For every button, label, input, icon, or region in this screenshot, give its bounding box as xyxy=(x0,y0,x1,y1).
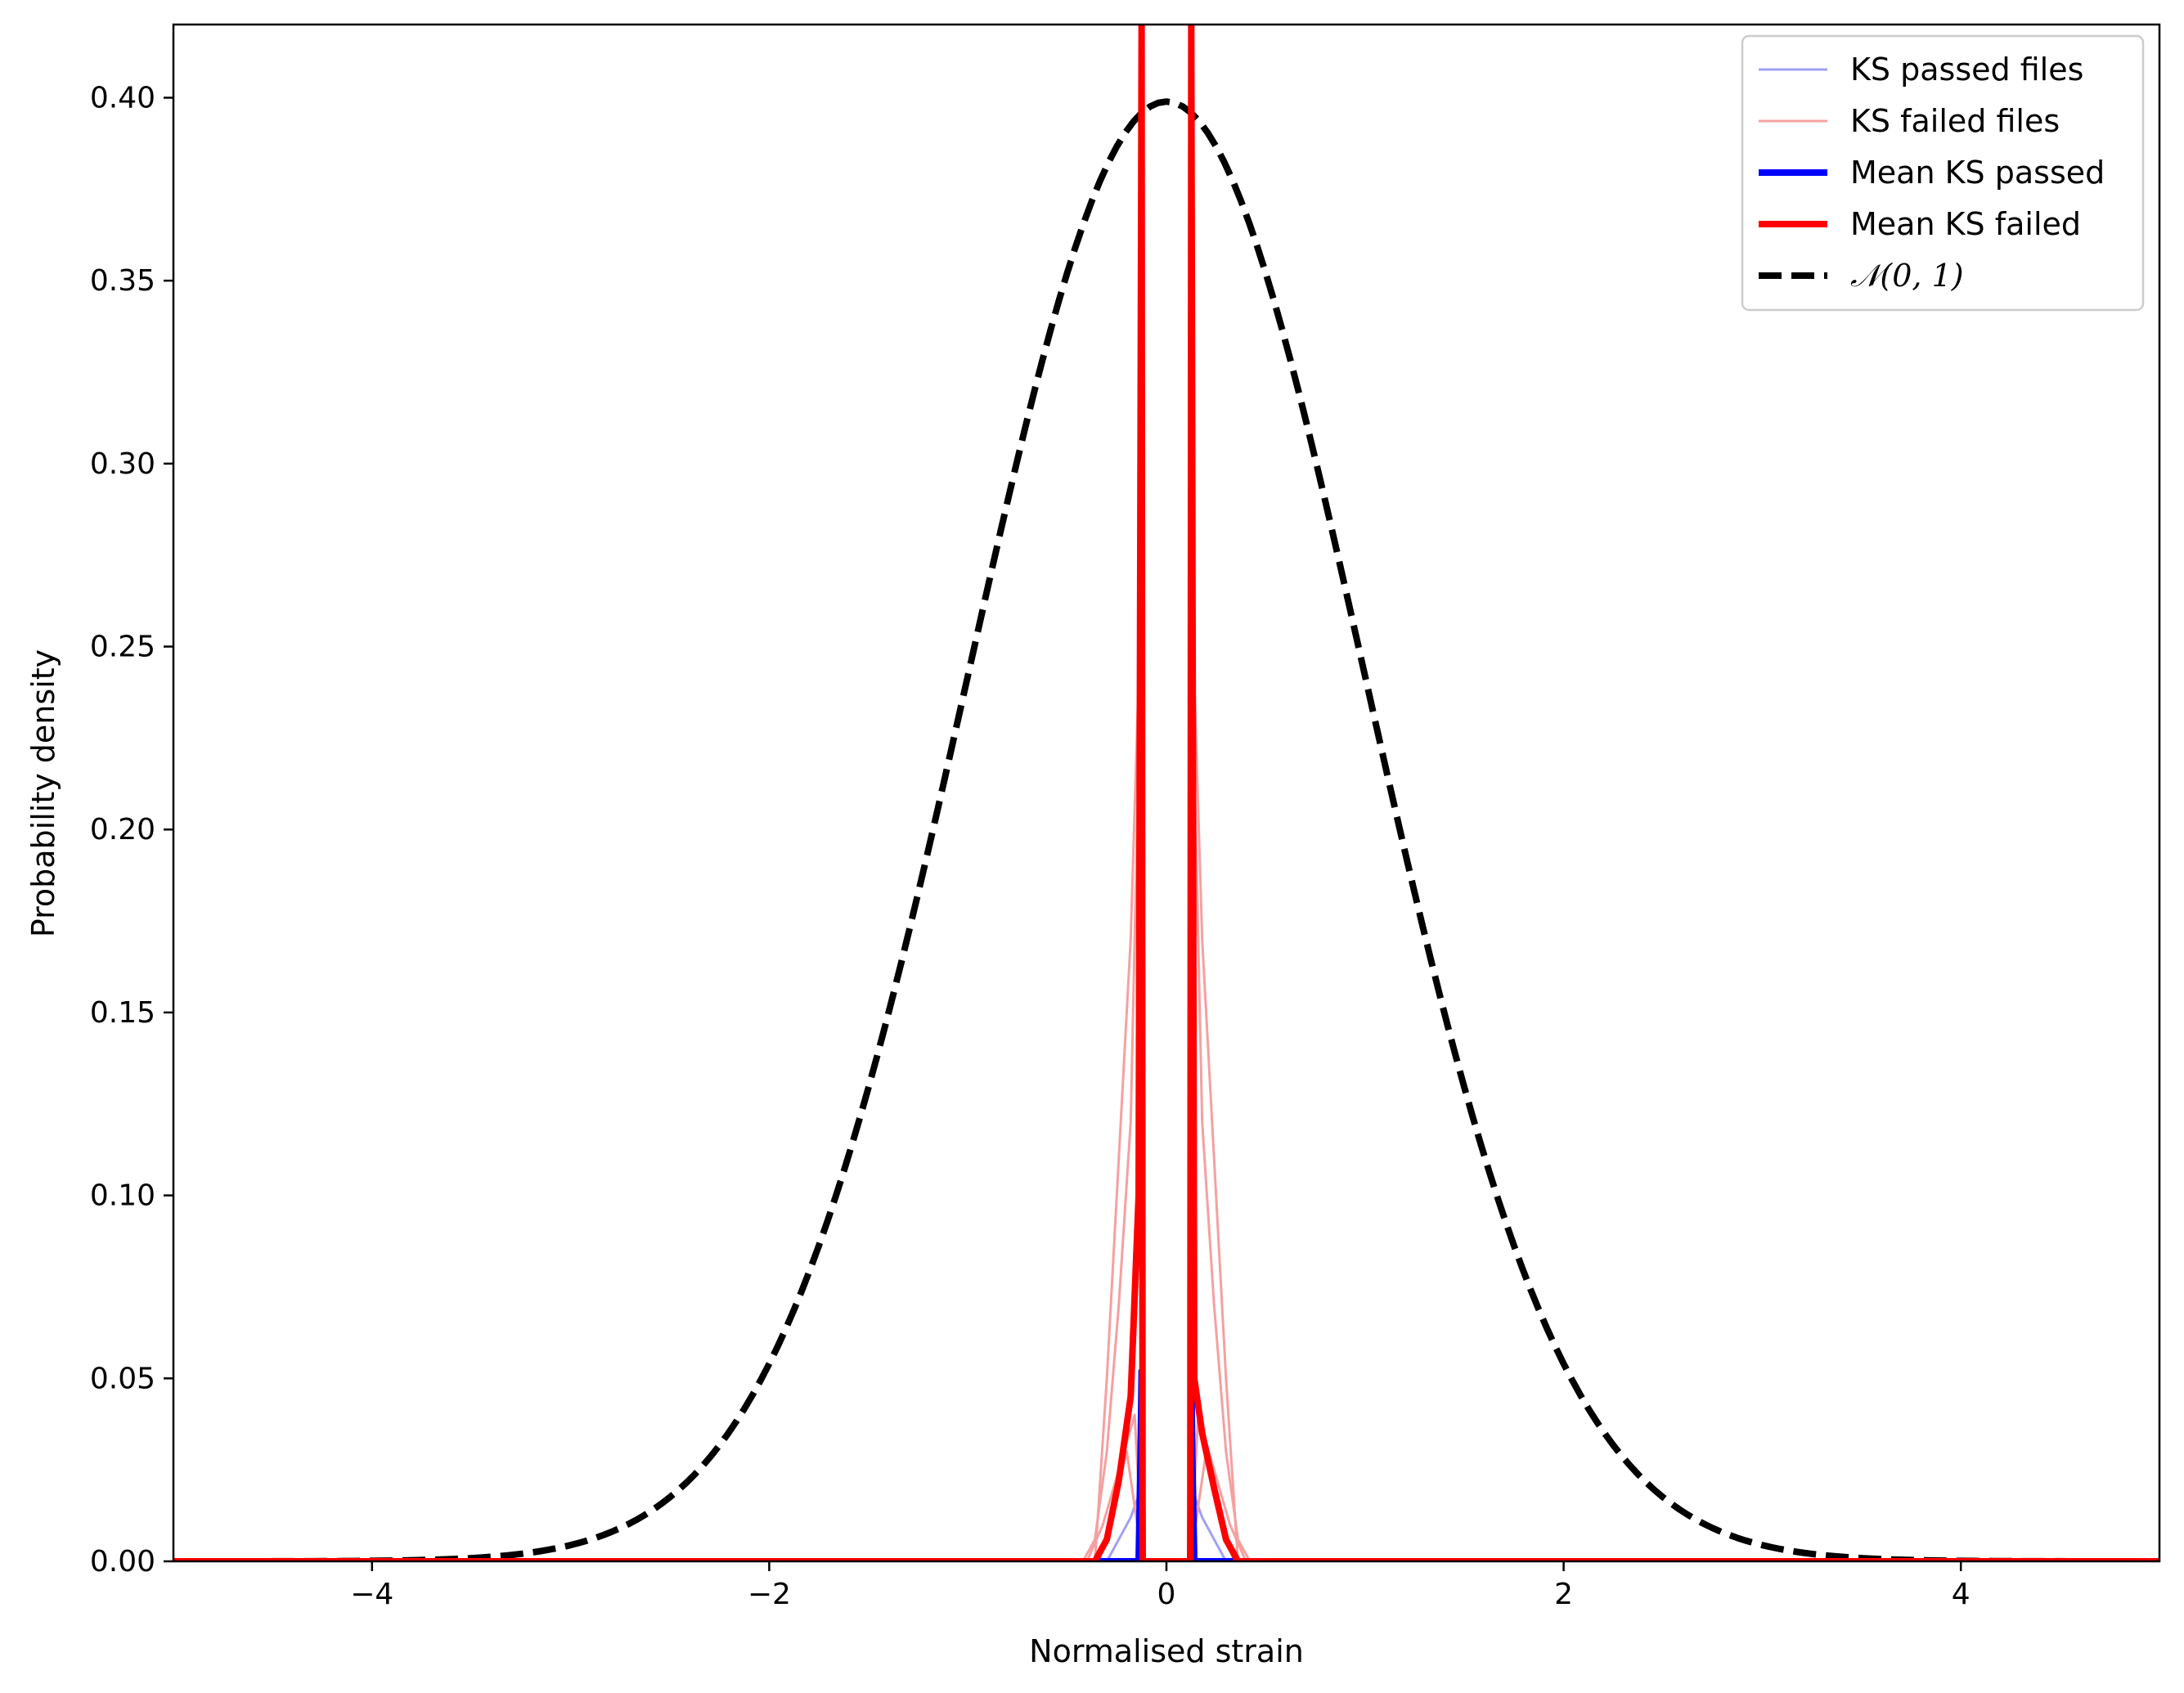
y-tick-label: 0.40 xyxy=(90,81,155,115)
y-tick-label: 0.10 xyxy=(90,1179,155,1213)
legend-frame xyxy=(1741,34,2145,312)
x-tick-label: −2 xyxy=(748,1578,791,1611)
x-tick-label: 2 xyxy=(1554,1578,1573,1611)
legend-label-mean-ks-failed: Mean KS failed xyxy=(1850,206,2081,242)
y-axis-label: Probability density xyxy=(25,649,61,937)
y-tick-label: 0.35 xyxy=(90,264,155,298)
y-axis-ticks: 0.00 0.05 0.10 0.15 0.20 0.25 0.30 0.35 0.40 xyxy=(90,81,173,1578)
y-tick-label: 0.25 xyxy=(90,631,155,664)
series-line-mean-ks-failed xyxy=(173,25,2159,1561)
series-line-ks-passed-file-1 xyxy=(173,1493,2159,1561)
y-tick-label: 0.15 xyxy=(90,996,155,1030)
x-tick-label: 0 xyxy=(1157,1578,1176,1611)
y-tick-label: 0.00 xyxy=(90,1545,155,1578)
x-tick-label: 4 xyxy=(1952,1578,1971,1611)
x-axis-label: Normalised strain xyxy=(1029,1633,1304,1669)
legend: KS passed files KS failed files Mean KS … xyxy=(1741,34,2145,312)
legend-label-mean-ks-passed: Mean KS passed xyxy=(1850,155,2105,191)
x-tick-label: −4 xyxy=(350,1578,393,1611)
series-line-ks-failed-file-1 xyxy=(173,25,2159,1561)
y-tick-label: 0.20 xyxy=(90,813,155,846)
series-line-ks-failed-file-2 xyxy=(173,645,2159,1561)
y-tick-label: 0.30 xyxy=(90,447,155,481)
legend-label-standard-normal: 𝒩(0, 1) xyxy=(1850,258,1964,294)
x-axis-ticks: −4 −2 0 2 4 xyxy=(350,1561,1971,1611)
legend-label-ks-failed-files: KS failed files xyxy=(1850,103,2060,139)
series-line-standard-normal xyxy=(173,98,2159,1561)
y-tick-label: 0.05 xyxy=(90,1362,155,1395)
legend-label-ks-passed-files: KS passed files xyxy=(1850,52,2083,88)
series-line-ks-failed-file-3 xyxy=(173,1413,2159,1561)
series-layer xyxy=(173,25,2159,1561)
